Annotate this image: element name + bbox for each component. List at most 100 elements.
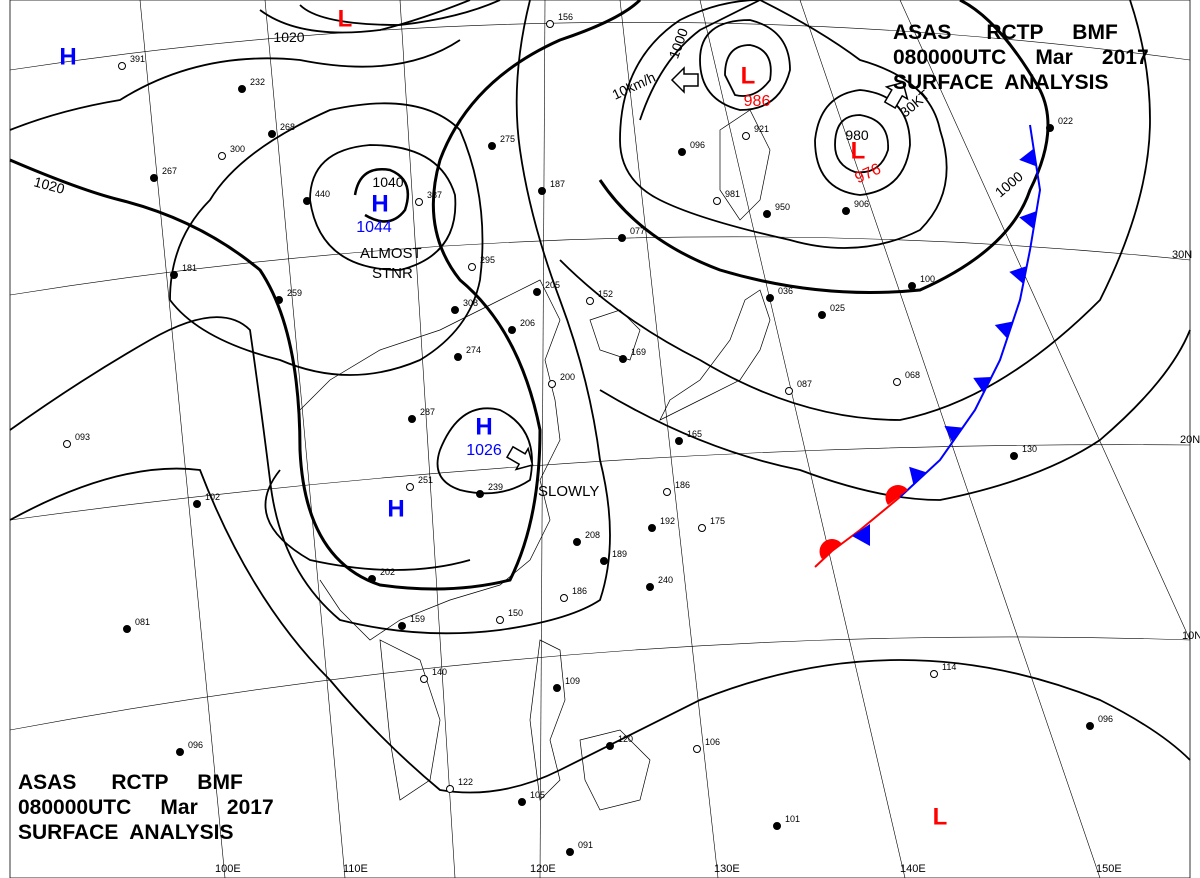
isobar — [814, 89, 911, 196]
isobars — [9, 0, 1191, 794]
station-pressure: 122 — [458, 777, 473, 787]
longitude-line — [899, 0, 1191, 641]
station-marker — [488, 142, 496, 150]
station-pressure: 187 — [550, 179, 565, 189]
header-line-3: SURFACE ANALYSIS — [893, 71, 1109, 94]
lat-lon-grid — [9, 0, 1191, 878]
station-marker — [406, 483, 414, 491]
station-pressure: 267 — [162, 166, 177, 176]
isobar — [169, 102, 484, 376]
longitude-label: 110E — [343, 863, 368, 875]
low-pressure-center: L — [338, 5, 353, 32]
isobar — [9, 467, 1191, 794]
station-marker — [398, 622, 406, 630]
stationary-front — [814, 496, 901, 568]
station-marker — [766, 294, 774, 302]
station-pressure: 906 — [854, 199, 869, 209]
station-pressure: 022 — [1058, 116, 1073, 126]
station-pressure: 440 — [315, 189, 330, 199]
longitude-line — [264, 0, 346, 878]
station-marker — [170, 271, 178, 279]
high-pressure-center: H — [387, 495, 404, 522]
station-pressure: 387 — [427, 190, 442, 200]
station-pressure: 287 — [420, 407, 435, 417]
station-marker — [908, 282, 916, 290]
station-marker — [548, 380, 556, 388]
station-marker — [785, 387, 793, 395]
station-marker — [566, 848, 574, 856]
station-marker — [546, 20, 554, 28]
isobar — [264, 469, 471, 571]
low-pressure-center: L — [933, 803, 948, 830]
isobar — [259, 0, 471, 34]
station-marker — [218, 152, 226, 160]
station-pressure: 100 — [920, 274, 935, 284]
latitude-label: 30N — [1172, 249, 1192, 261]
station-marker — [518, 798, 526, 806]
station-marker — [842, 207, 850, 215]
station-pressure: 240 — [658, 575, 673, 585]
isobar-label: 1040 — [372, 174, 403, 190]
isobar-label: 1000 — [992, 168, 1026, 200]
station-marker — [468, 263, 476, 271]
center-pressure-value: 986 — [744, 93, 771, 110]
station-marker — [476, 490, 484, 498]
station-marker — [451, 306, 459, 314]
almost-stationary-note: ALMOST — [360, 245, 422, 262]
station-marker — [618, 234, 626, 242]
footer-line-2: 080000UTC Mar 2017 — [18, 796, 274, 819]
station-marker — [675, 437, 683, 445]
header-line-2: 080000UTC Mar 2017 — [893, 46, 1149, 69]
isobar — [9, 0, 611, 635]
station-pressure: 259 — [287, 288, 302, 298]
cold-front-triangle — [973, 376, 992, 394]
station-pressure: 981 — [725, 189, 740, 199]
high-pressure-center: H — [59, 43, 76, 70]
station-pressure: 077 — [630, 226, 645, 236]
latitude-label: 20N — [1180, 434, 1200, 446]
longitude-line — [539, 0, 546, 878]
isobar — [724, 44, 772, 97]
station-marker — [63, 440, 71, 448]
header-title: ASAS RCTP BMF 080000UTC Mar 2017 SURFACE A… — [893, 20, 1149, 95]
station-marker — [773, 822, 781, 830]
station-marker — [1086, 722, 1094, 730]
station-pressure: 081 — [135, 617, 150, 627]
station-marker — [1046, 124, 1054, 132]
station-marker — [118, 62, 126, 70]
station-pressure: 091 — [578, 840, 593, 850]
station-marker — [415, 198, 423, 206]
station-pressure: 087 — [797, 379, 812, 389]
latitude-line — [9, 236, 1191, 296]
station-marker — [742, 132, 750, 140]
station-pressure: 274 — [466, 345, 481, 355]
station-marker — [713, 197, 721, 205]
station-marker — [893, 378, 901, 386]
station-pressure: 189 — [612, 549, 627, 559]
station-pressure: 169 — [631, 347, 646, 357]
station-marker — [275, 296, 283, 304]
cold-front-triangle — [944, 425, 963, 443]
station-pressure: 120 — [618, 734, 633, 744]
almost-stationary-note: STNR — [372, 265, 413, 282]
station-pressure: 202 — [380, 567, 395, 577]
station-pressure: 181 — [182, 263, 197, 273]
station-pressure: 130 — [1022, 444, 1037, 454]
longitude-line — [619, 0, 719, 878]
station-pressure: 239 — [488, 482, 503, 492]
station-marker — [150, 174, 158, 182]
fronts — [814, 124, 1042, 568]
station-marker — [408, 415, 416, 423]
station-pressure: 192 — [660, 516, 675, 526]
station-marker — [193, 500, 201, 508]
station-pressure: 140 — [432, 667, 447, 677]
high-pressure-center: H — [371, 190, 388, 217]
longitude-line — [799, 0, 1101, 878]
isobar — [353, 168, 410, 223]
station-marker — [648, 524, 656, 532]
longitude-line — [139, 0, 226, 878]
low-pressure-center: L — [851, 137, 866, 164]
station-marker — [508, 326, 516, 334]
